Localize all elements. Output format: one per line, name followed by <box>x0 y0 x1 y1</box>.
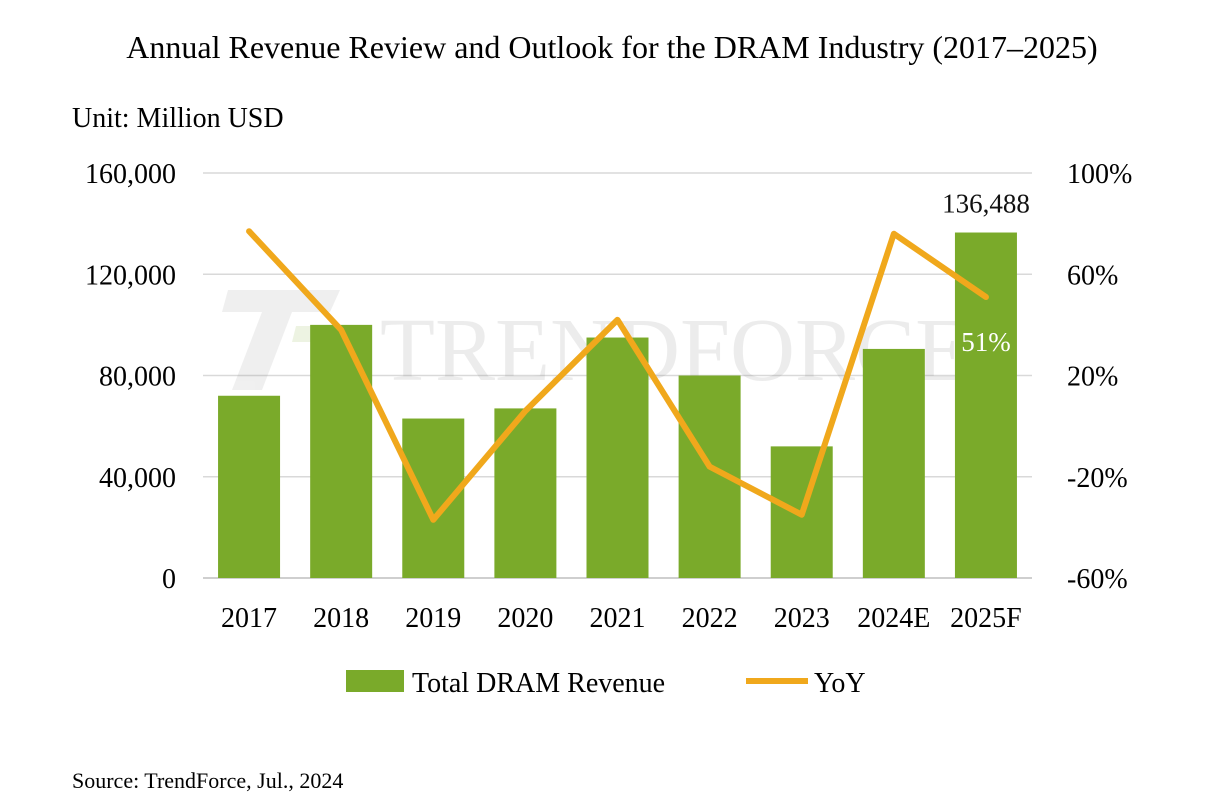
data-label-2025F-yoy: 51% <box>961 327 1011 357</box>
data-label-2025F-revenue: 136,488 <box>942 189 1030 219</box>
left-axis: 160,000 120,000 80,000 40,000 0 <box>85 159 176 595</box>
yoy-point-2018 <box>340 329 342 331</box>
legend-label-yoy: YoY <box>814 668 866 699</box>
category-label: 2022 <box>682 603 738 634</box>
bar-2021 <box>586 337 649 578</box>
bar-2024E <box>862 348 925 578</box>
chart-title: Annual Revenue Review and Outlook for th… <box>126 29 1097 65</box>
yoy-line-group <box>246 228 989 523</box>
left-tick-label: 120,000 <box>85 260 176 291</box>
yoy-point-2022 <box>709 466 711 468</box>
yoy-point-2024E <box>893 233 895 235</box>
category-label: 2021 <box>590 603 646 634</box>
right-tick-label: -60% <box>1067 564 1128 595</box>
legend-label-revenue: Total DRAM Revenue <box>412 668 665 699</box>
legend: Total DRAM Revenue YoY <box>346 668 866 699</box>
yoy-point-2020 <box>524 410 526 412</box>
annotations: 136,488 51% <box>942 189 1030 357</box>
unit-label: Unit: Million USD <box>72 103 284 134</box>
bar-2018 <box>310 324 373 578</box>
source-note: Source: TrendForce, Jul., 2024 <box>72 768 343 793</box>
category-label: 2019 <box>405 603 461 634</box>
category-label: 2023 <box>774 603 830 634</box>
yoy-point-2017 <box>248 230 250 232</box>
category-label: 2018 <box>313 603 369 634</box>
right-tick-label: 20% <box>1067 362 1118 393</box>
bars-group <box>218 232 1017 578</box>
bar-2017 <box>218 395 281 578</box>
yoy-point-2023 <box>801 514 803 516</box>
category-label: 2020 <box>497 603 553 634</box>
left-tick-label: 160,000 <box>85 159 176 190</box>
left-tick-label: 40,000 <box>99 463 176 494</box>
category-axis: 2017 2018 2019 2020 2021 2022 2023 2024E 2025F <box>221 603 1022 634</box>
yoy-point-2019 <box>432 519 434 521</box>
right-tick-label: 100% <box>1067 159 1132 190</box>
right-tick-label: 60% <box>1067 260 1118 291</box>
left-tick-label: 80,000 <box>99 362 176 393</box>
yoy-point-2021 <box>617 319 618 321</box>
legend-swatch-revenue <box>346 670 404 692</box>
right-tick-label: -20% <box>1067 463 1128 494</box>
category-label: 2017 <box>221 603 277 634</box>
right-axis: 100% 60% 20% -20% -60% <box>1067 159 1132 595</box>
category-label: 2025F <box>950 603 1022 634</box>
category-label: 2024E <box>857 603 930 634</box>
bar-2025F <box>954 232 1017 578</box>
yoy-point-2025F <box>985 296 987 298</box>
left-tick-label: 0 <box>162 564 176 595</box>
